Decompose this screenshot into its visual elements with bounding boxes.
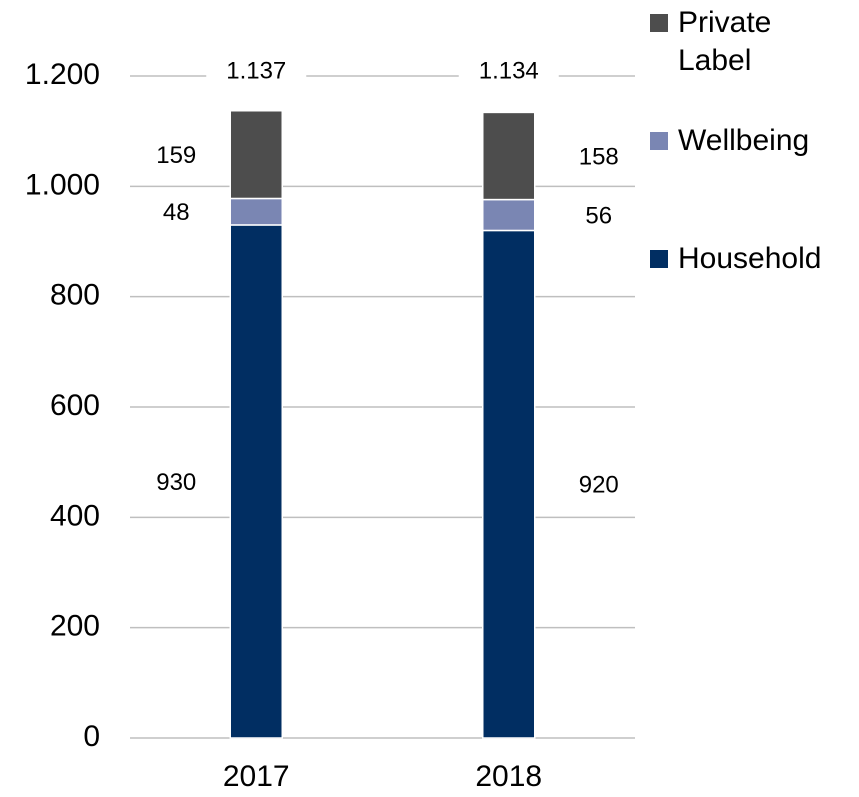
bar-segment [482,229,536,739]
y-tick-label: 1.200 [25,58,100,91]
total-label: 1.137 [226,57,286,84]
total-label-bg [458,55,559,89]
data-label: 56 [585,202,612,229]
x-tick-label: 2018 [475,760,542,793]
total-label: 1.134 [479,57,539,84]
y-tick-label: 400 [50,499,100,532]
data-label: 930 [156,469,196,496]
legend-label: Wellbeing [678,124,810,157]
legend-item: Household [648,240,822,278]
legend-swatch [650,132,668,150]
bar-segment [482,198,536,232]
bar-segment [229,110,283,200]
x-tick-label: 2017 [223,760,290,793]
legend-item: Private Label [648,4,818,80]
y-tick-label: 200 [50,610,100,643]
legend-item: Wellbeing [648,122,818,160]
legend-swatch [650,250,668,268]
data-label: 159 [156,142,196,169]
bar-segment [482,111,536,201]
data-label: 48 [163,199,190,226]
total-label-bg [206,55,307,89]
data-label: 920 [579,472,619,499]
legend-label: Household [678,242,822,275]
legend-label: Private Label [678,6,772,77]
y-tick-label: 800 [50,279,100,312]
y-tick-label: 1.000 [25,168,100,201]
bar-segment [229,197,283,226]
legend-swatch [650,14,668,32]
bar-segment [229,224,283,739]
data-label: 158 [579,143,619,170]
y-tick-label: 600 [50,389,100,422]
y-tick-label: 0 [83,720,100,753]
